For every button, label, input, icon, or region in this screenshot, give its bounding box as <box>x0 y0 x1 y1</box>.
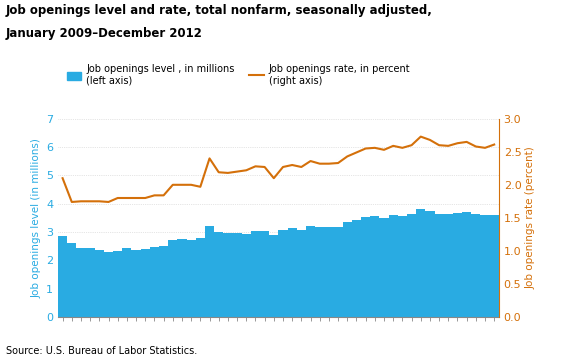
Bar <box>434 214 444 317</box>
Bar <box>214 232 223 317</box>
Y-axis label: Job openings rate (percent): Job openings rate (percent) <box>525 147 535 289</box>
Bar <box>196 238 205 317</box>
Bar <box>288 228 297 317</box>
Bar <box>242 234 251 317</box>
Bar <box>462 212 472 317</box>
Bar <box>150 247 159 317</box>
Bar <box>233 233 242 317</box>
Bar <box>297 230 306 317</box>
Bar <box>379 218 389 317</box>
Bar <box>251 230 260 317</box>
Bar <box>324 227 334 317</box>
Bar <box>205 226 214 317</box>
Bar <box>260 231 269 317</box>
Bar <box>86 248 95 317</box>
Legend: Job openings level , in millions
(left axis), Job openings rate, in percent
(rig: Job openings level , in millions (left a… <box>63 60 414 90</box>
Text: Source: U.S. Bureau of Labor Statistics.: Source: U.S. Bureau of Labor Statistics. <box>6 346 197 356</box>
Bar <box>77 248 86 317</box>
Bar <box>389 215 398 317</box>
Bar <box>490 215 499 317</box>
Bar <box>278 230 288 317</box>
Bar <box>113 251 122 317</box>
Bar <box>177 239 187 317</box>
Text: Job openings level and rate, total nonfarm, seasonally adjusted,: Job openings level and rate, total nonfa… <box>6 4 433 17</box>
Bar <box>269 235 278 317</box>
Bar <box>398 216 407 317</box>
Bar <box>315 227 324 317</box>
Bar <box>223 233 233 317</box>
Bar <box>480 215 490 317</box>
Bar <box>416 209 425 317</box>
Bar <box>334 226 343 317</box>
Bar <box>159 246 168 317</box>
Bar <box>187 240 196 317</box>
Bar <box>58 236 67 317</box>
Bar <box>407 214 416 317</box>
Bar <box>67 243 77 317</box>
Bar <box>104 252 113 317</box>
Bar <box>361 217 370 317</box>
Bar <box>444 215 453 317</box>
Bar <box>425 211 434 317</box>
Bar <box>343 222 352 317</box>
Bar <box>95 250 104 317</box>
Bar <box>306 226 315 317</box>
Bar <box>140 249 150 317</box>
Bar <box>132 250 140 317</box>
Bar <box>370 216 379 317</box>
Bar <box>168 240 177 317</box>
Y-axis label: Job openings level (in millions): Job openings level (in millions) <box>32 138 42 298</box>
Text: January 2009–December 2012: January 2009–December 2012 <box>6 27 202 40</box>
Bar <box>352 220 361 317</box>
Bar <box>453 213 462 317</box>
Bar <box>471 214 480 317</box>
Bar <box>122 248 132 317</box>
